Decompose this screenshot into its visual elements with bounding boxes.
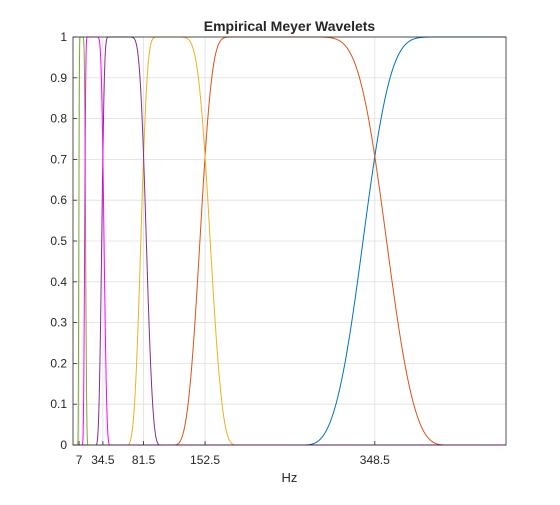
x-tick-label: 348.5: [360, 453, 390, 467]
x-tick-label: 34.5: [91, 453, 115, 467]
y-tick-label: 1: [60, 30, 67, 44]
y-tick-label: 0.5: [50, 234, 67, 248]
x-tick-label: 152.5: [190, 453, 220, 467]
y-tick-label: 0.4: [50, 275, 67, 289]
y-tick-label: 0.9: [50, 71, 67, 85]
y-tick-label: 0: [60, 438, 67, 452]
y-tick-label: 0.7: [50, 152, 67, 166]
x-axis-label: Hz: [282, 470, 298, 485]
y-tick-label: 0.2: [50, 356, 67, 370]
y-tick-label: 0.1: [50, 397, 67, 411]
y-tick-label: 0.3: [50, 316, 67, 330]
x-tick-label: 81.5: [132, 453, 156, 467]
y-tick-label: 0.6: [50, 193, 67, 207]
axis-ticks: 7 34.5 81.5 152.5 348.5 0 0.1 0.2 0.3 0.4 0.5 0.6 0.…: [50, 30, 390, 467]
chart-title: Empirical Meyer Wavelets: [204, 18, 376, 34]
x-tick-label: 7: [76, 453, 83, 467]
y-tick-label: 0.8: [50, 112, 67, 126]
